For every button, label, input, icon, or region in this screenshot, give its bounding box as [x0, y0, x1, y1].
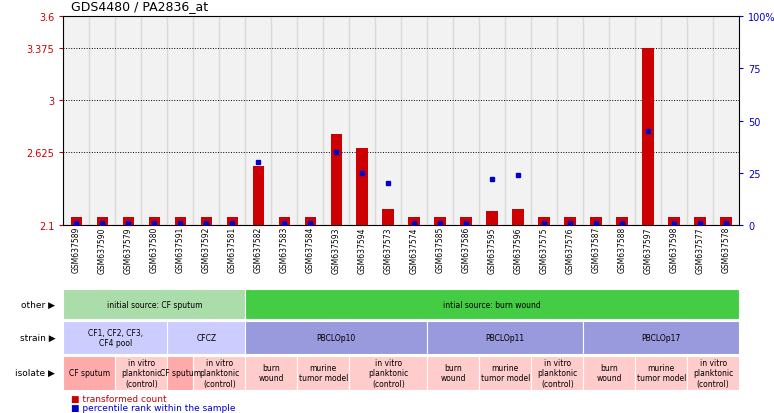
Text: other ▶: other ▶ [22, 300, 56, 309]
Bar [227, 218, 238, 225]
Bar [297, 17, 324, 225]
Text: burn
wound: burn wound [597, 363, 622, 382]
Bar [245, 17, 272, 225]
Bar [63, 356, 115, 389]
Text: CF sputum: CF sputum [69, 368, 110, 377]
Bar [167, 356, 194, 389]
Text: isolate ▶: isolate ▶ [15, 368, 56, 377]
Bar [63, 290, 245, 320]
Bar [512, 209, 524, 225]
Bar [63, 17, 90, 225]
Text: murine
tumor model: murine tumor model [481, 363, 530, 382]
Text: CFCZ: CFCZ [197, 333, 217, 342]
Bar [454, 17, 479, 225]
Text: GDS4480 / PA2836_at: GDS4480 / PA2836_at [71, 0, 208, 13]
Bar [252, 167, 264, 225]
Bar [584, 321, 739, 354]
Bar [122, 218, 134, 225]
Bar [584, 17, 609, 225]
Bar [713, 17, 739, 225]
Bar [63, 321, 167, 354]
Bar [591, 218, 602, 225]
Bar [200, 218, 212, 225]
Bar [531, 356, 584, 389]
Bar [694, 218, 706, 225]
Bar [427, 17, 454, 225]
Bar [330, 135, 342, 225]
Text: strain ▶: strain ▶ [19, 333, 56, 342]
Bar [245, 356, 297, 389]
Text: PBCLOp11: PBCLOp11 [486, 333, 525, 342]
Bar [479, 356, 531, 389]
Text: CF1, CF2, CF3,
CF4 pool: CF1, CF2, CF3, CF4 pool [88, 328, 143, 347]
Text: ■ percentile rank within the sample: ■ percentile rank within the sample [71, 404, 236, 413]
Bar [661, 17, 687, 225]
Text: ■ transformed count: ■ transformed count [71, 394, 167, 404]
Bar [142, 17, 167, 225]
Text: murine
tumor model: murine tumor model [636, 363, 686, 382]
Bar [584, 356, 635, 389]
Bar [349, 356, 427, 389]
Bar [194, 356, 245, 389]
Text: in vitro
planktonic
(control): in vitro planktonic (control) [693, 358, 733, 387]
Bar [635, 17, 661, 225]
Bar [245, 290, 739, 320]
Bar [687, 356, 739, 389]
Bar [564, 218, 576, 225]
Bar [97, 218, 108, 225]
Bar [115, 356, 167, 389]
Bar [531, 17, 557, 225]
Bar [279, 218, 290, 225]
Bar [324, 17, 349, 225]
Text: in vitro
planktonic
(control): in vitro planktonic (control) [537, 358, 577, 387]
Text: initial source: CF sputum: initial source: CF sputum [107, 300, 202, 309]
Bar [539, 218, 550, 225]
Bar [245, 321, 427, 354]
Bar [721, 218, 732, 225]
Bar [382, 210, 394, 225]
Bar [687, 17, 713, 225]
Bar [194, 17, 219, 225]
Text: CF sputum: CF sputum [160, 368, 201, 377]
Bar [434, 218, 446, 225]
Bar [461, 218, 472, 225]
Bar [479, 17, 505, 225]
Bar [486, 212, 498, 225]
Bar [90, 17, 115, 225]
Text: intial source: burn wound: intial source: burn wound [444, 300, 541, 309]
Bar [557, 17, 584, 225]
Text: in vitro
planktonic
(control): in vitro planktonic (control) [368, 358, 409, 387]
Bar [115, 17, 142, 225]
Text: murine
tumor model: murine tumor model [299, 363, 348, 382]
Bar [609, 17, 635, 225]
Bar [349, 17, 375, 225]
Bar [70, 218, 82, 225]
Bar [409, 218, 420, 225]
Bar [304, 218, 317, 225]
Text: PBCLOp10: PBCLOp10 [317, 333, 356, 342]
Bar [357, 149, 368, 225]
Bar [427, 321, 584, 354]
Bar [219, 17, 245, 225]
Bar [669, 218, 680, 225]
Bar [149, 218, 160, 225]
Bar [402, 17, 427, 225]
Bar [642, 49, 654, 225]
Bar [375, 17, 402, 225]
Bar [272, 17, 297, 225]
Text: in vitro
planktonic
(control): in vitro planktonic (control) [122, 358, 162, 387]
Text: in vitro
planktonic
(control): in vitro planktonic (control) [199, 358, 239, 387]
Bar [427, 356, 479, 389]
Bar [505, 17, 531, 225]
Bar [167, 321, 245, 354]
Bar [175, 218, 187, 225]
Bar [616, 218, 628, 225]
Bar [635, 356, 687, 389]
Bar [297, 356, 349, 389]
Text: PBCLOp17: PBCLOp17 [642, 333, 681, 342]
Text: burn
wound: burn wound [440, 363, 466, 382]
Bar [167, 17, 194, 225]
Text: burn
wound: burn wound [259, 363, 284, 382]
